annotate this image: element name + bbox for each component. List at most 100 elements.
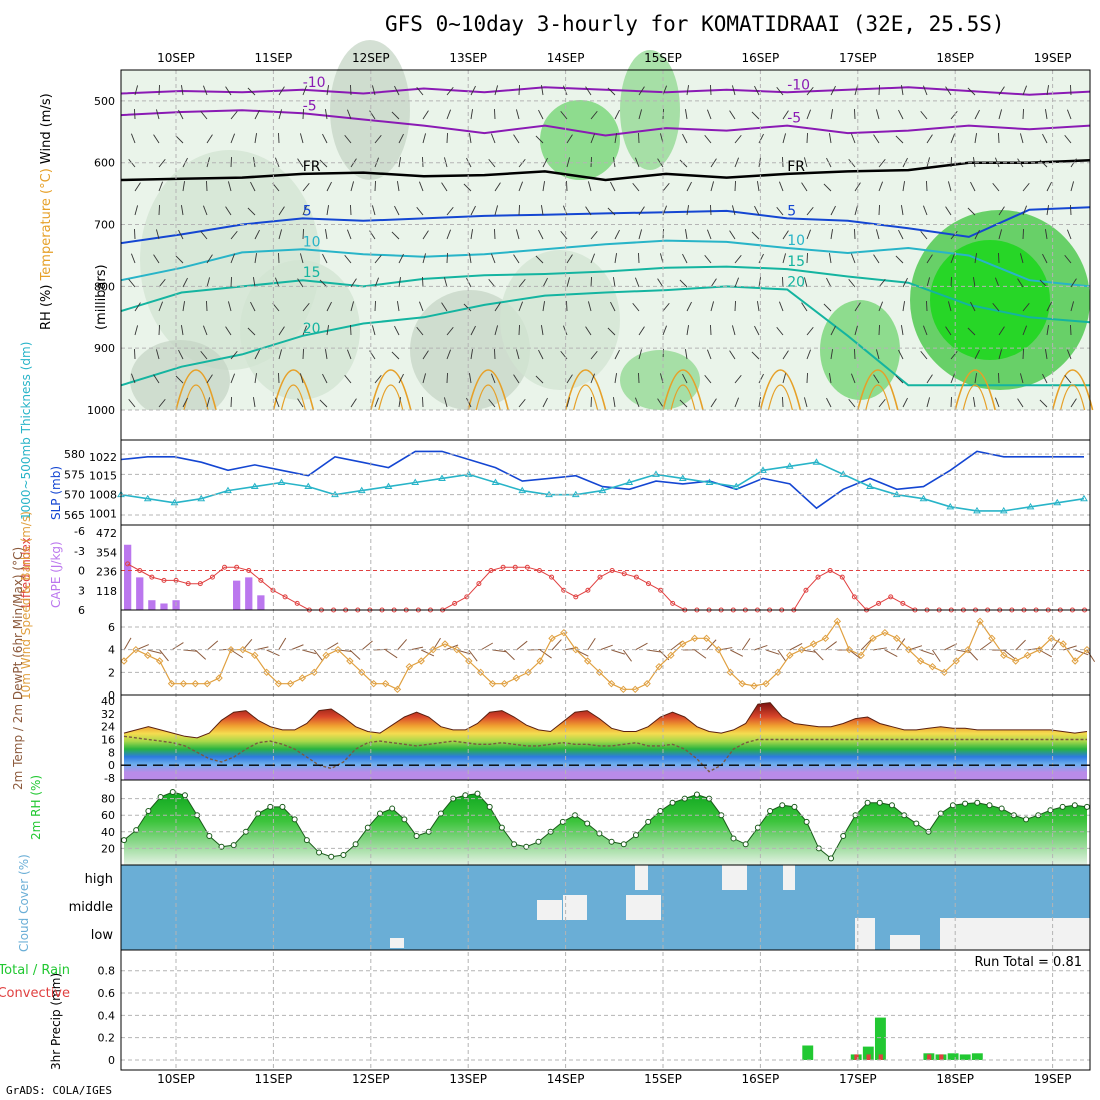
wind-barb bbox=[274, 277, 280, 288]
wind-barb bbox=[374, 277, 380, 288]
isotherm-label: 10 bbox=[303, 234, 321, 250]
panel-frame-wind bbox=[120, 609, 1091, 696]
wind-barb bbox=[416, 326, 424, 336]
wind-barb bbox=[350, 278, 357, 288]
rh-marker bbox=[230, 842, 237, 849]
wind-tick-label: 0 bbox=[108, 689, 115, 702]
wind-barb-10m bbox=[789, 642, 803, 651]
axis-label-part: Temperature (°C) bbox=[39, 164, 54, 281]
frame-layer bbox=[120, 69, 1091, 1071]
wind-barb bbox=[734, 180, 736, 192]
wind-barb bbox=[518, 398, 526, 408]
wind-barb bbox=[972, 277, 976, 288]
wind-barb bbox=[926, 157, 931, 168]
wind-barb bbox=[278, 372, 280, 384]
precip-tick-label: 0 bbox=[108, 1054, 115, 1067]
wind-barb bbox=[734, 157, 740, 168]
thickness-marker bbox=[732, 482, 741, 490]
rh-marker bbox=[1023, 816, 1030, 823]
wind-barb bbox=[422, 253, 427, 264]
wind-barb bbox=[758, 133, 764, 144]
wind-barb bbox=[828, 133, 832, 144]
wind-speed-marker bbox=[405, 662, 414, 671]
wind-barb bbox=[706, 109, 712, 120]
wind-barb-10m bbox=[622, 649, 632, 662]
wind-barb bbox=[302, 85, 308, 96]
wind-barb bbox=[394, 325, 400, 336]
wind-barb bbox=[180, 205, 184, 216]
wind-barb bbox=[446, 86, 454, 96]
wind-barb bbox=[398, 397, 402, 408]
wind-barb bbox=[391, 231, 400, 240]
wind-barb bbox=[134, 228, 136, 240]
wind-barb bbox=[418, 301, 424, 312]
pressure-tick-label: 600 bbox=[94, 157, 115, 170]
wind-barb bbox=[297, 278, 304, 288]
wind-speed-marker bbox=[369, 679, 378, 688]
wind-barb bbox=[704, 134, 712, 144]
wind-barb bbox=[326, 301, 332, 312]
wind-barb bbox=[230, 253, 236, 264]
rh-marker bbox=[645, 818, 652, 825]
wind-barb bbox=[566, 180, 568, 192]
wind-barb bbox=[974, 349, 980, 360]
thickness-marker bbox=[1026, 502, 1035, 510]
wind-barb bbox=[902, 397, 908, 408]
wind-barb bbox=[998, 206, 1005, 216]
rh-marker bbox=[206, 832, 213, 839]
wind-barb bbox=[200, 230, 208, 240]
wind-barb bbox=[180, 85, 184, 96]
rh-marker bbox=[486, 803, 493, 810]
thickness-marker bbox=[678, 474, 687, 481]
pressure-tick-label: 800 bbox=[94, 280, 115, 293]
wind-barb-10m bbox=[611, 649, 625, 655]
wind-barb bbox=[679, 159, 688, 168]
wind-barb bbox=[828, 253, 832, 264]
wind-barb bbox=[895, 255, 904, 264]
wind-barb bbox=[490, 373, 496, 384]
wind-barb bbox=[662, 325, 668, 336]
wind-barb-10m bbox=[516, 640, 528, 651]
wind-barb bbox=[878, 204, 880, 216]
wind-barb bbox=[895, 135, 904, 144]
wind-barb-10m bbox=[1027, 647, 1042, 651]
rh-marker bbox=[888, 802, 895, 809]
warm-contour bbox=[378, 384, 404, 411]
wind-speed-marker bbox=[381, 679, 390, 688]
wind-barb bbox=[566, 397, 571, 408]
cape-bar bbox=[148, 600, 156, 610]
wind-speed-marker bbox=[667, 651, 675, 660]
wind-speed-marker bbox=[714, 645, 723, 654]
wind-barb bbox=[614, 133, 618, 144]
wind-barb bbox=[560, 230, 568, 240]
wind-barb bbox=[398, 277, 402, 288]
thickness-marker bbox=[411, 478, 420, 485]
wind-barb-10m bbox=[397, 639, 408, 651]
wind-barb bbox=[446, 372, 448, 384]
wind-barb bbox=[751, 111, 760, 120]
li-tick-label: -3 bbox=[74, 545, 85, 558]
wind-speed-marker bbox=[750, 682, 758, 690]
wind-barb bbox=[614, 253, 618, 264]
date-label-top: 17SEP bbox=[839, 51, 877, 65]
wind-barb bbox=[206, 300, 208, 312]
wind-barb-10m bbox=[634, 642, 648, 651]
wind-barb bbox=[679, 279, 688, 288]
wind-speed-marker bbox=[595, 668, 604, 677]
grads-credit: GrADS: COLA/IGES bbox=[6, 1084, 112, 1097]
wind-barb bbox=[992, 302, 1000, 312]
isotherm-label: 20 bbox=[787, 274, 805, 290]
wind-barb bbox=[614, 229, 620, 240]
wind-barb bbox=[854, 325, 859, 336]
wind-barb bbox=[227, 301, 232, 312]
wind-barb bbox=[776, 86, 784, 96]
wind-barb-10m bbox=[730, 649, 744, 657]
wind-barb-10m bbox=[123, 637, 132, 651]
thickness-marker bbox=[999, 506, 1008, 514]
wind-barb bbox=[803, 157, 808, 168]
wind-barb bbox=[374, 397, 380, 408]
wind-barb bbox=[230, 156, 232, 168]
cloud-block bbox=[563, 895, 587, 920]
wind-barb bbox=[155, 109, 160, 120]
wind-barb bbox=[806, 326, 814, 336]
